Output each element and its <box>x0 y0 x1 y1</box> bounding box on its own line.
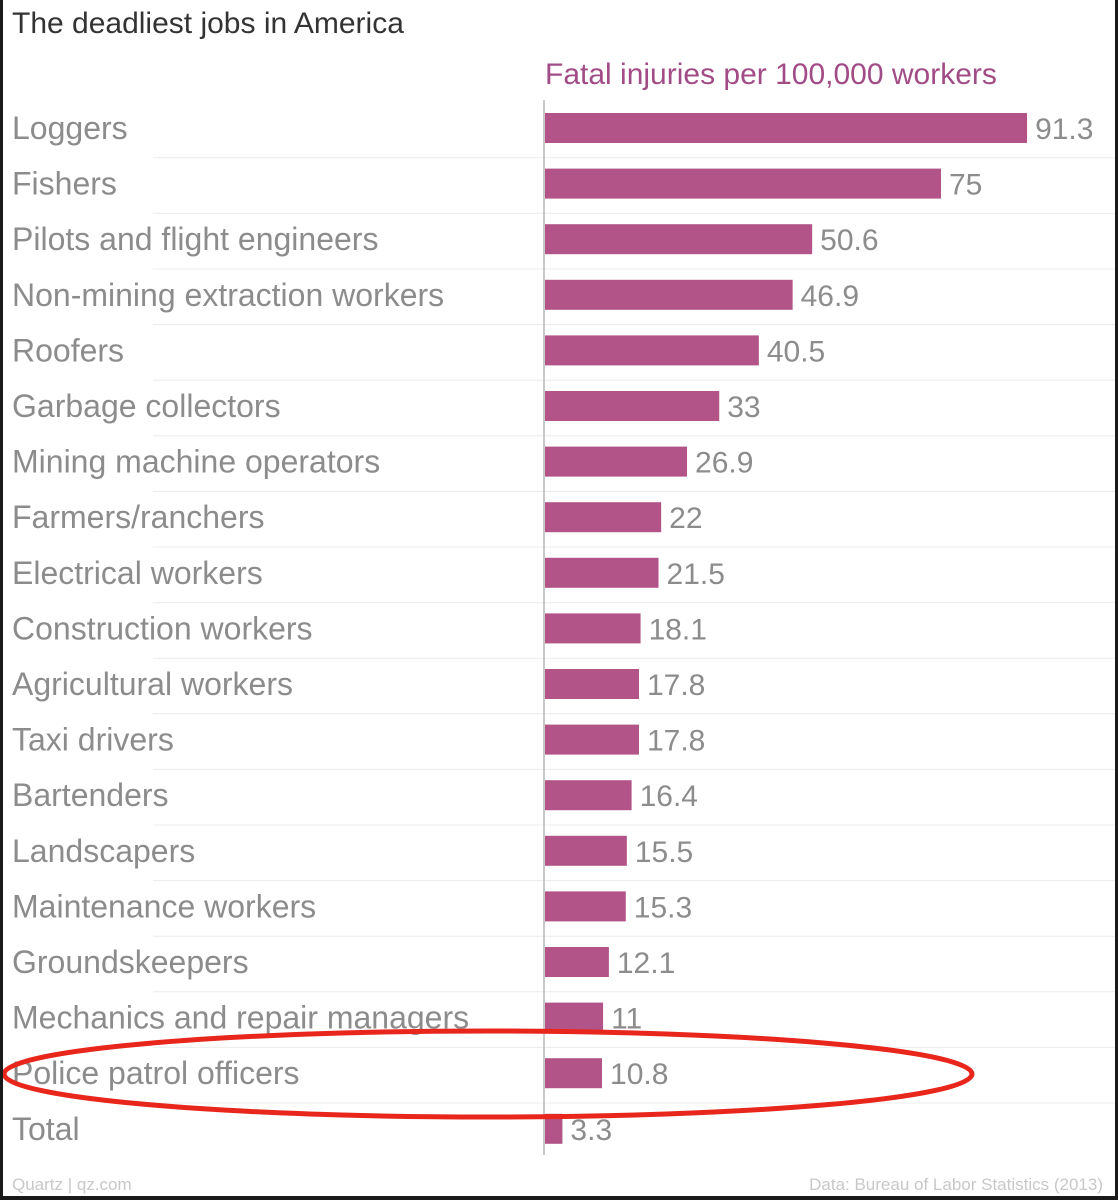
bar-groundskeepers <box>545 947 609 977</box>
value-labels: 91.3 75 50.6 46.9 40.533 26.9 22 21.5 18.1 17.8 17… <box>570 113 1093 1147</box>
category-label-loggers: Loggers <box>12 110 128 146</box>
chart-title: The deadliest jobs in America <box>12 7 404 40</box>
value-label-groundskeepers: 12.1 <box>617 947 675 980</box>
value-label-maintenance-workers: 15.3 <box>634 891 692 924</box>
category-label-taxi-drivers: Taxi drivers <box>12 722 174 758</box>
value-label-roofers: 40.5 <box>767 335 825 368</box>
bar-electrical-workers <box>545 557 659 588</box>
category-label-non-mining-extraction-workers: Non-mining extraction workers <box>12 277 444 313</box>
category-label-maintenance-workers: Maintenance workers <box>12 888 316 924</box>
chart-subtitle: Fatal injuries per 100,000 workers <box>545 58 997 91</box>
value-label-bartenders: 16.4 <box>640 780 698 813</box>
value-label-non-mining-extraction-workers: 46.9 <box>801 280 859 313</box>
bar-mechanics-and-repair-managers <box>545 1002 604 1033</box>
bar-farmers-ranchers <box>545 502 662 533</box>
category-label-bartenders: Bartenders <box>12 777 169 813</box>
bar-police-patrol-officers <box>545 1058 603 1089</box>
bar-landscapers <box>545 835 627 866</box>
category-label-total: Total <box>12 1111 80 1147</box>
value-label-agricultural-workers: 17.8 <box>647 669 705 702</box>
category-label-agricultural-workers: Agricultural workers <box>12 666 293 702</box>
value-label-farmers-ranchers: 22 <box>669 502 702 535</box>
bar-taxi-drivers <box>545 724 639 755</box>
bar-mining-machine-operators <box>545 446 688 477</box>
category-label-construction-workers: Construction workers <box>12 610 313 646</box>
value-label-construction-workers: 18.1 <box>649 613 707 646</box>
value-label-taxi-drivers: 17.8 <box>647 725 705 758</box>
value-label-landscapers: 15.5 <box>635 836 693 869</box>
category-label-police-patrol-officers: Police patrol officers <box>12 1055 300 1091</box>
bar-pilots-and-flight-engineers <box>545 224 813 255</box>
category-label-groundskeepers: Groundskeepers <box>12 944 249 980</box>
bar-loggers <box>545 113 1028 143</box>
chart-panel: The deadliest jobs in America Fatal inju… <box>3 0 1115 1196</box>
bar-bartenders <box>545 780 632 811</box>
category-label-mining-machine-operators: Mining machine operators <box>12 444 380 480</box>
category-label-farmers-ranchers: Farmers/ranchers <box>12 499 265 535</box>
bar-fishers <box>545 168 941 199</box>
bar-agricultural-workers <box>545 669 639 699</box>
value-label-pilots-and-flight-engineers: 50.6 <box>820 224 878 257</box>
value-label-police-patrol-officers: 10.8 <box>610 1058 668 1091</box>
bar-total <box>545 1113 563 1144</box>
bar-maintenance-workers <box>545 891 626 922</box>
category-label-fishers: Fishers <box>12 166 117 202</box>
value-label-fishers: 75 <box>949 169 982 202</box>
data-source: Data: Bureau of Labor Statistics (2013) <box>809 1175 1103 1194</box>
category-label-garbage-collectors: Garbage collectors <box>12 388 281 424</box>
category-label-pilots-and-flight-engineers: Pilots and flight engineers <box>12 221 378 257</box>
bar-roofers <box>545 335 759 366</box>
gridlines <box>153 157 1115 1104</box>
highlight-circle <box>3 1028 975 1120</box>
value-label-loggers: 91.3 <box>1035 113 1093 146</box>
value-label-total: 3.3 <box>570 1114 612 1147</box>
source-credit: Quartz | qz.com <box>12 1175 132 1194</box>
bar-chart: The deadliest jobs in America Fatal inju… <box>3 7 1115 1194</box>
bar-construction-workers <box>545 613 641 644</box>
bars <box>545 113 1028 1144</box>
value-label-garbage-collectors: 33 <box>727 391 760 424</box>
category-label-electrical-workers: Electrical workers <box>12 555 263 591</box>
category-label-roofers: Roofers <box>12 332 124 368</box>
category-label-landscapers: Landscapers <box>12 833 195 869</box>
bar-garbage-collectors <box>545 391 720 421</box>
category-labels: Loggers Fishers Pilots and flight engineer… <box>12 110 469 1147</box>
value-label-electrical-workers: 21.5 <box>667 558 725 591</box>
value-label-mining-machine-operators: 26.9 <box>695 447 753 480</box>
bar-non-mining-extraction-workers <box>545 279 793 310</box>
